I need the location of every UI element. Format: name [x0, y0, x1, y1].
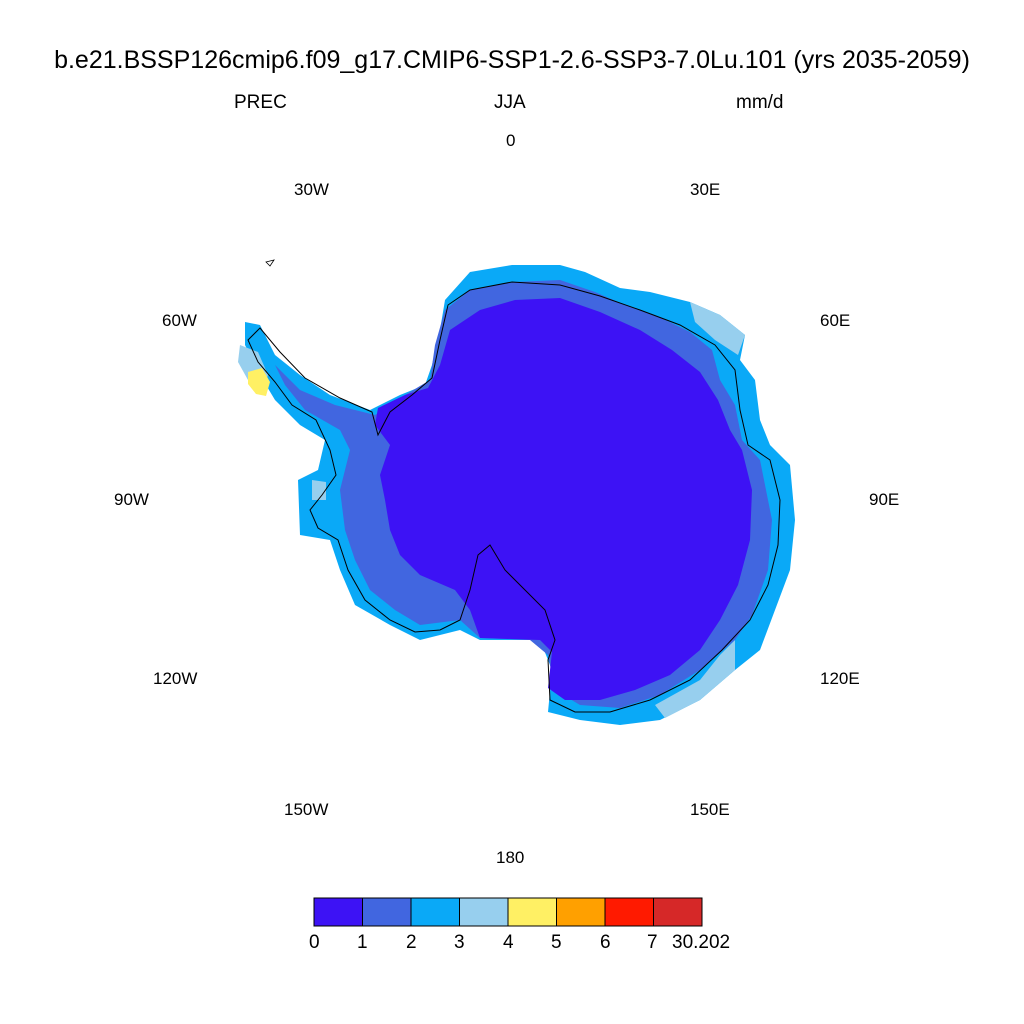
lon-label-180: 180	[496, 848, 525, 867]
lon-label-0: 0	[506, 131, 516, 150]
colorbar-label-5: 5	[551, 932, 562, 953]
colorbar-label-3: 3	[454, 932, 465, 953]
units-label: mm/d	[736, 92, 784, 113]
colorbar-box-4	[507, 897, 557, 927]
lon-label-150w: 150W	[284, 800, 329, 819]
colorbar-box-5	[556, 897, 606, 927]
precip-patch-3-4-west	[312, 480, 326, 500]
colorbar-label-0: 0	[309, 932, 320, 953]
lon-label-60e: 60E	[820, 311, 851, 330]
colorbar-label-max: 30.202	[672, 932, 731, 953]
lon-label-60w: 60W	[162, 311, 197, 330]
colorbar-label-7: 7	[647, 932, 658, 953]
colorbar-box-6	[604, 897, 654, 927]
lon-label-120w: 120W	[153, 669, 198, 688]
lon-label-120e: 120E	[820, 669, 860, 688]
colorbar-label-4: 4	[503, 932, 514, 953]
lon-label-90e: 90E	[869, 490, 900, 509]
precip-patch-4-5	[248, 368, 270, 396]
colorbar-label-2: 2	[406, 932, 417, 953]
colorbar-label-6: 6	[600, 932, 611, 953]
colorbar	[313, 897, 703, 927]
lon-label-30e: 30E	[690, 180, 721, 199]
map-title: b.e21.BSSP126cmip6.f09_g17.CMIP6-SSP1-2.…	[54, 46, 970, 74]
precip-patch-3-4-southeast	[655, 640, 735, 718]
colorbar-box-7	[653, 897, 703, 927]
colorbar-box-2	[410, 897, 460, 927]
lon-label-150e: 150E	[690, 800, 730, 819]
lon-label-90w: 90W	[114, 490, 149, 509]
precip-patch-3-4-east	[690, 302, 745, 355]
lon-label-30w: 30W	[294, 180, 329, 199]
coastline	[247, 281, 781, 713]
colorbar-label-1: 1	[357, 932, 368, 953]
island-outline	[265, 259, 275, 267]
colorbar-box-3	[459, 897, 509, 927]
season-label: JJA	[494, 92, 526, 113]
variable-label: PREC	[234, 92, 287, 113]
colorbar-box-1	[362, 897, 412, 927]
colorbar-box-0	[313, 897, 363, 927]
precip-interior-0-1	[375, 298, 752, 700]
